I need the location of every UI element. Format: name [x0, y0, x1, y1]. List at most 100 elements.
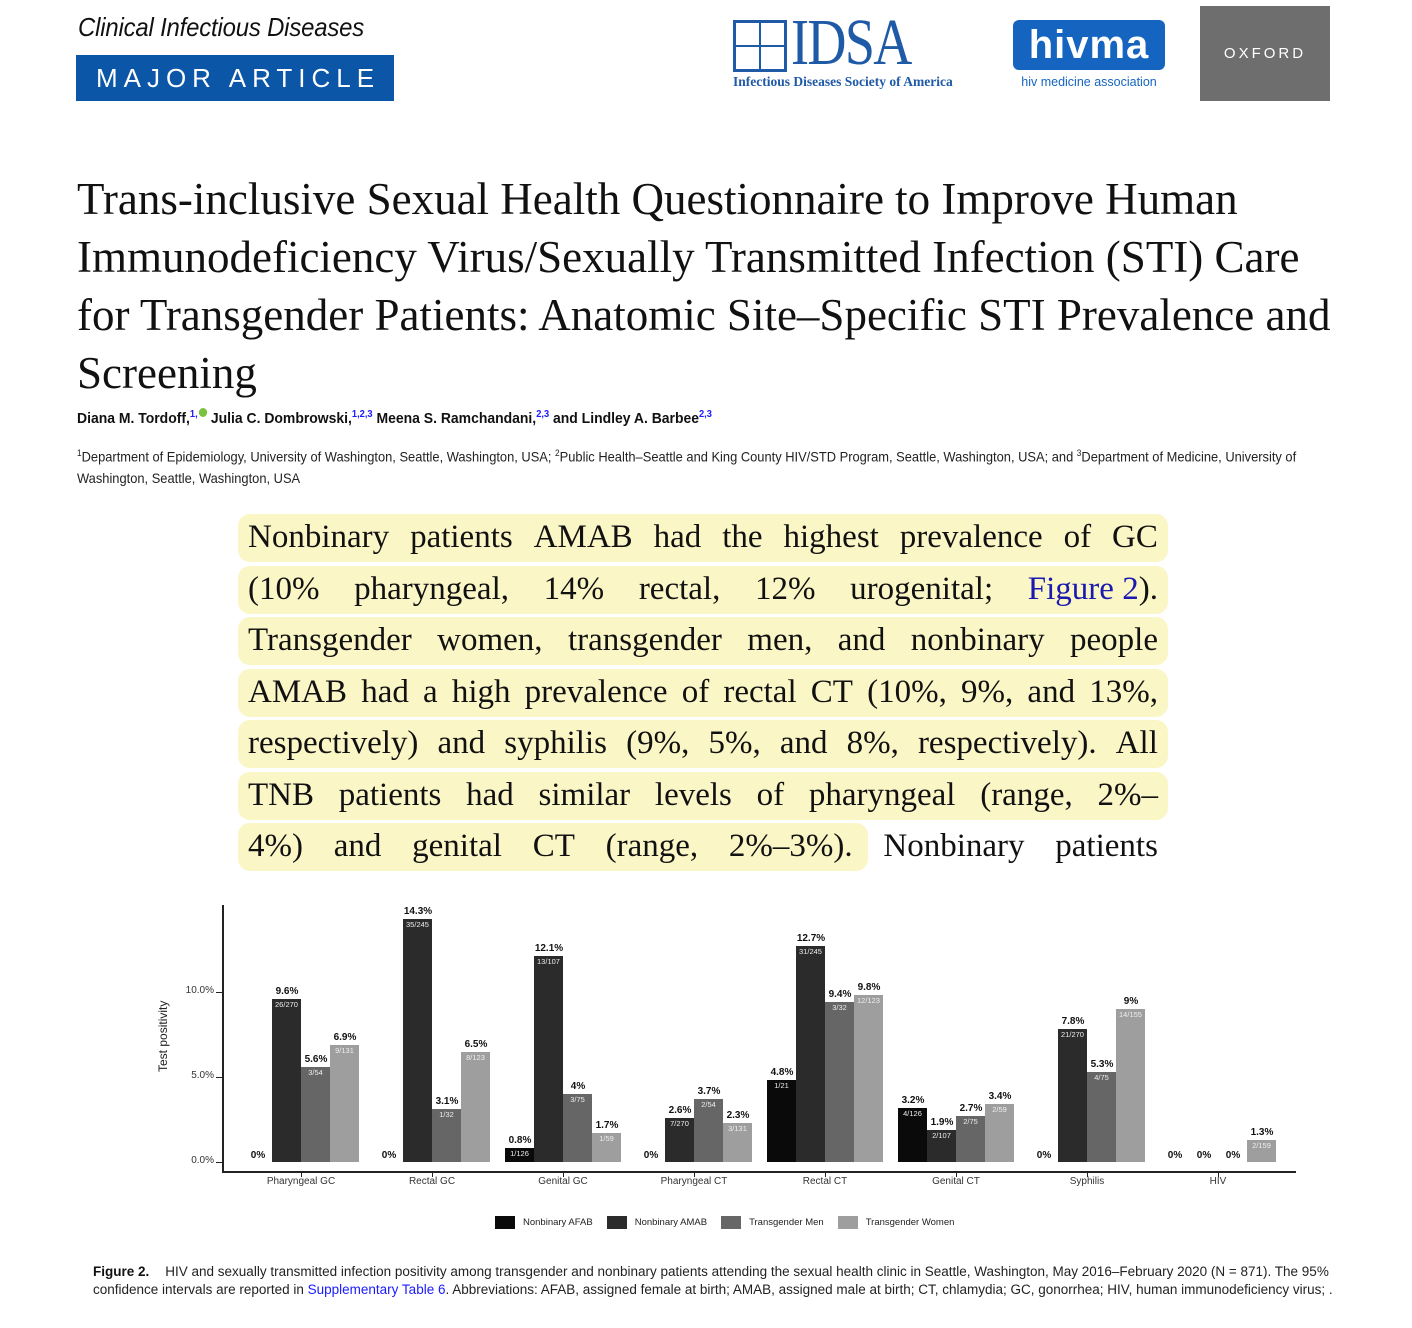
oxford-logo[interactable]: OXFORD — [1200, 6, 1330, 101]
excerpt-word: urogenital; — [850, 570, 994, 607]
bar-value-label: 2.3% — [726, 1109, 750, 1121]
x-tick — [301, 1173, 302, 1177]
excerpt-word: of — [1063, 519, 1092, 555]
legend-label: Nonbinary AFAB — [523, 1217, 593, 1228]
bar-value-label: 3.4% — [988, 1091, 1012, 1103]
bar-value-label: 6.9% — [333, 1031, 357, 1043]
excerpt-word: women, — [437, 622, 543, 658]
excerpt-word: transgender — [567, 622, 722, 658]
excerpt-word: AMAB — [248, 673, 348, 710]
y-tick — [216, 1162, 222, 1163]
excerpt-line: 4%) and genital CT (range, 2%–3%). Nonbinary pa… — [238, 821, 1168, 873]
legend-label: Transgender Men — [749, 1217, 824, 1228]
excerpt-word: a — [423, 673, 438, 710]
supplementary-table-link[interactable]: Supplementary Table 6 — [307, 1281, 446, 1297]
bar-nonbinary-amab — [534, 956, 563, 1162]
bar-transgender-men — [432, 1109, 461, 1162]
bar-fraction-label: 31/245 — [799, 947, 822, 957]
legend-item: Transgender Women — [837, 1216, 954, 1229]
legend-swatch-icon — [495, 1216, 515, 1229]
excerpt-word: 4%) — [248, 828, 303, 864]
bar-value-label: 0% — [250, 1150, 266, 1161]
bar-value-label: 0% — [1036, 1150, 1052, 1161]
author-affil-sup[interactable]: 1,2,3 — [351, 409, 373, 420]
bar-value-label: 1.9% — [930, 1116, 954, 1128]
excerpt-line: Nonbinary patients AMAB had the highest preval… — [238, 512, 1168, 564]
author-affil-sup[interactable]: 1, — [189, 409, 198, 420]
y-tick-label: 10.0% — [185, 985, 214, 996]
bar-nonbinary-afab — [898, 1107, 927, 1162]
bar-fraction-label: 3/131 — [728, 1123, 747, 1133]
bar-transgender-women — [723, 1122, 752, 1162]
excerpt-word: respectively). — [917, 725, 1097, 761]
bar-value-label: 12.1% — [534, 943, 564, 955]
x-category-label: HIV — [1209, 1176, 1227, 1187]
bar-value-label: 4.8% — [770, 1067, 794, 1079]
hivma-logo[interactable]: hivma hiv medicine association — [1013, 20, 1165, 92]
bar-value-label: 9.8% — [857, 982, 881, 994]
bar-value-label: 6.5% — [464, 1038, 488, 1050]
figure-2-link[interactable]: Figure 2 — [1027, 570, 1139, 607]
author-affil-sup[interactable]: 2,3 — [698, 409, 712, 420]
excerpt-word: 5%, — [708, 725, 761, 761]
bar-fraction-label: 2/159 — [1252, 1140, 1271, 1150]
author-affil-sup[interactable]: 2,3 — [536, 409, 550, 420]
excerpt-line: TNB patients had similar levels of pharyngeal (… — [238, 770, 1168, 822]
author-name[interactable]: and Lindley A. Barbee — [553, 410, 699, 427]
bar-value-label: 0% — [643, 1150, 659, 1161]
excerpt-word: rectal — [723, 673, 797, 710]
highlight-mark — [238, 823, 868, 871]
bar-fraction-label: 3/75 — [570, 1095, 585, 1104]
bar-fraction-label: 2/107 — [932, 1130, 951, 1140]
bar-value-label: 5.3% — [1090, 1058, 1114, 1070]
excerpt-word: and — [779, 725, 828, 761]
bar-nonbinary-amab — [403, 918, 432, 1162]
excerpt-word: ). — [1138, 570, 1158, 607]
bar-nonbinary-amab — [1058, 1029, 1087, 1162]
idsa-logo[interactable]: IDSA Infectious Diseases Society of Amer… — [733, 10, 998, 92]
highlight-mark — [238, 668, 1168, 717]
y-axis — [222, 905, 224, 1173]
author-name[interactable]: Julia C. Dombrowski, — [210, 410, 352, 427]
y-tick-label: 0.0% — [191, 1155, 214, 1166]
affiliation-3: Department of Medicine, University of Wa… — [77, 448, 1297, 486]
excerpt-word: patients — [1055, 828, 1158, 864]
excerpt-word: pharyngeal — [808, 776, 956, 813]
bar-value-label: 9.6% — [275, 985, 299, 997]
bar-fraction-label: 3/54 — [308, 1067, 323, 1077]
hivma-wordmark: hivma — [1013, 20, 1165, 70]
x-category-label: Rectal GC — [408, 1176, 456, 1187]
excerpt-word: 2%–3%). — [728, 828, 853, 864]
excerpt-word: and — [437, 725, 486, 761]
bar-transgender-women — [1247, 1139, 1276, 1162]
bar-value-label: 3.2% — [901, 1094, 925, 1106]
bar-transgender-men — [825, 1002, 854, 1162]
bar-value-label: 9.4% — [828, 989, 852, 1001]
bar-value-label: 2.7% — [959, 1103, 983, 1115]
excerpt-line: Transgender women, transgender men, and nonbi… — [238, 615, 1168, 667]
excerpt-word: syphilis — [504, 725, 607, 761]
excerpt-word: prevalence — [524, 673, 668, 710]
affil-sup: 1 — [77, 448, 82, 458]
excerpt-word: and — [837, 622, 886, 658]
bar-fraction-label: 4/126 — [903, 1108, 922, 1118]
orcid-icon[interactable] — [198, 408, 207, 417]
excerpt-word: patients — [410, 519, 513, 555]
excerpt-word: similar — [538, 776, 631, 813]
bar-value-label: 0% — [381, 1150, 397, 1161]
excerpt-word: genital — [412, 828, 502, 864]
figure-2-bar-chart: Test positivity Nonbinary AFAB Nonbinary … — [150, 900, 1320, 1240]
excerpt-word: people — [1070, 622, 1158, 658]
excerpt-line: respectively) and syphilis (9%, 5%, and 8%, res… — [238, 718, 1168, 770]
author-list: Diana M. Tordoff,1, Julia C. Dombrowski,… — [77, 408, 712, 427]
bar-fraction-label: 4/75 — [1094, 1072, 1109, 1082]
author-name[interactable]: Meena S. Ramchandani, — [376, 410, 537, 427]
highlight-mark — [238, 720, 1168, 768]
article-type-badge: MAJOR ARTICLE — [76, 55, 394, 101]
excerpt-text: (10% pharyngeal, 14% rectal, 12% urogenital; F… — [238, 564, 1158, 616]
excerpt-word: CT — [532, 828, 575, 864]
bar-value-label: 0% — [1225, 1150, 1241, 1161]
affiliation-2: Public Health–Seattle and King County HI… — [559, 448, 1077, 465]
bar-value-label: 9% — [1123, 996, 1139, 1007]
author-name[interactable]: Diana M. Tordoff, — [77, 410, 190, 427]
